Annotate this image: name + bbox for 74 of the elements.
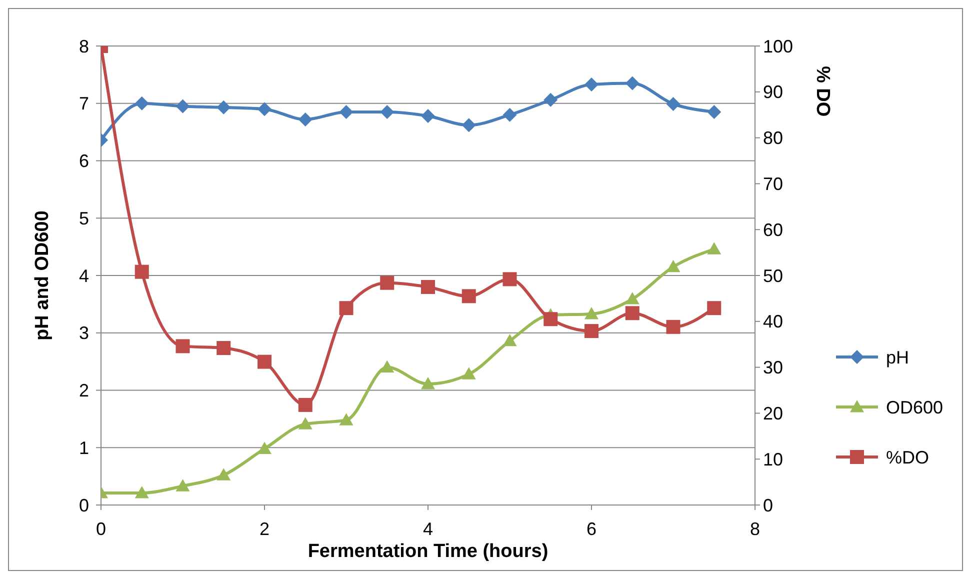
legend-label: OD600 [886, 397, 944, 418]
legend-label: %DO [886, 447, 930, 468]
point [216, 468, 231, 480]
y2-tick-label: 0 [763, 495, 774, 516]
point [462, 118, 476, 132]
y2-tick-label: 80 [763, 128, 784, 148]
y-tick-label: 5 [78, 208, 89, 228]
point [134, 264, 149, 279]
y-tick-label: 2 [78, 380, 89, 401]
y2-tick-label: 100 [763, 36, 794, 56]
point [298, 112, 312, 126]
y2-tick-label: 50 [763, 266, 784, 286]
point [584, 306, 598, 320]
point [216, 341, 231, 356]
point [176, 339, 190, 354]
point [707, 301, 722, 316]
point [707, 242, 722, 254]
point [544, 92, 558, 107]
point [666, 320, 680, 334]
x-tick-label: 8 [750, 519, 760, 539]
point [176, 479, 190, 492]
point [134, 486, 149, 498]
x-axis-title: Fermentation Time (hours) [308, 541, 548, 562]
point [258, 442, 272, 454]
point [625, 76, 640, 90]
y2-tick-label: 60 [763, 220, 784, 240]
point [625, 292, 640, 304]
legend-label: pH [886, 347, 910, 368]
y-tick-label: 7 [78, 94, 89, 114]
point [421, 376, 435, 390]
point [176, 99, 190, 114]
y2-tick-label: 20 [763, 404, 784, 424]
point [380, 104, 394, 119]
y2-tick-label: 70 [763, 174, 784, 194]
point [258, 354, 272, 369]
point [298, 417, 312, 430]
point [666, 96, 680, 111]
point [258, 102, 272, 116]
point [707, 104, 722, 119]
point [666, 260, 680, 272]
x-tick-label: 4 [422, 519, 434, 539]
y2-tick-label: 30 [763, 358, 784, 378]
point [339, 301, 354, 316]
point [134, 96, 149, 110]
point [502, 334, 517, 346]
y-tick-label: 0 [78, 495, 89, 516]
point [421, 280, 435, 294]
y-tick-label: 4 [78, 266, 89, 286]
y2-tick-label: 40 [763, 312, 784, 332]
y-tick-label: 6 [78, 151, 89, 172]
point [339, 413, 354, 426]
y-axis-title: pH and OD600 [32, 210, 53, 340]
y-tick-label: 8 [78, 36, 89, 56]
point [339, 104, 354, 119]
point [462, 367, 476, 380]
y2-axis-title: % DO [812, 66, 833, 117]
point [216, 100, 231, 114]
point [625, 306, 640, 320]
point [502, 272, 517, 286]
y-tick-label: 3 [78, 323, 89, 344]
point [298, 398, 312, 412]
y-tick-label: 1 [78, 438, 89, 458]
y2-tick-label: 10 [763, 449, 784, 470]
x-tick-label: 2 [259, 519, 270, 539]
point [584, 324, 598, 338]
point [380, 276, 394, 290]
point [421, 108, 435, 123]
point [502, 108, 517, 122]
point [380, 360, 394, 373]
y2-tick-label: 90 [763, 82, 784, 102]
x-tick-label: 6 [586, 519, 597, 539]
point [462, 289, 476, 304]
point [584, 77, 598, 92]
x-tick-label: 0 [96, 519, 106, 539]
